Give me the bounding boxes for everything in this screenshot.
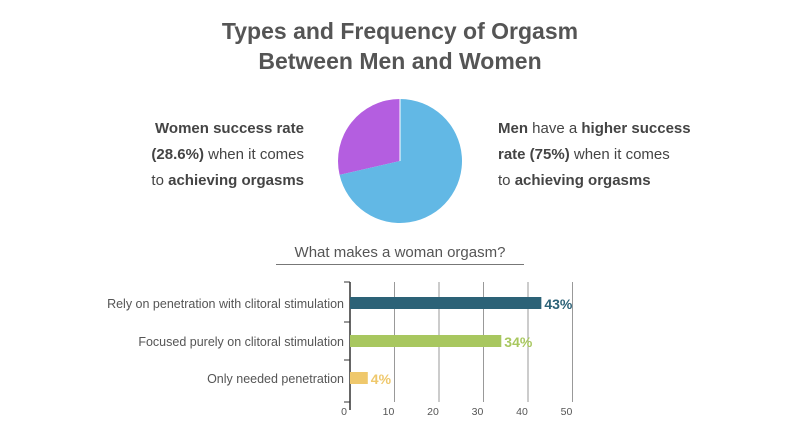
women-annotation-line-2: (28.6%) when it comes [94, 142, 304, 168]
x-tick-label: 0 [341, 406, 347, 418]
bar [350, 297, 542, 309]
chart-title: Types and Frequency of Orgasm Between Me… [0, 16, 800, 76]
pie-chart [338, 99, 463, 223]
women-annotation-text-3: to [151, 172, 169, 189]
bar-category-label: Rely on penetration with clitoral stimul… [107, 297, 344, 311]
bar-value-label: 4% [371, 371, 392, 387]
chart-title-line-1: Types and Frequency of Orgasm [221, 18, 579, 44]
bar-chart: Rely on penetration with clitoral stimul… [107, 281, 573, 418]
women-annotation-line-3: to achieving orgasms [94, 168, 304, 194]
bar-category-label: Focused purely on clitoral stimulation [138, 335, 344, 349]
women-annotation-bold-3: achieving orgasms [168, 172, 304, 189]
bar-chart-title: What makes a woman orgasm? [276, 244, 524, 265]
bar [350, 335, 502, 347]
women-annotation: Women success rate (28.6%) when it comes… [94, 116, 304, 194]
men-annotation-text-2: when it comes [569, 146, 670, 163]
men-annotation-text-1: have a [528, 120, 582, 137]
men-annotation-bold-1: Men [498, 120, 528, 137]
women-annotation-line-1: Women success rate [94, 116, 304, 142]
x-tick-label: 20 [427, 406, 439, 418]
x-tick-label: 40 [516, 406, 528, 418]
men-annotation-text-3: to [498, 172, 515, 189]
men-annotation-line-2: rate (75%) when it comes [498, 142, 728, 168]
men-annotation-line-3: to achieving orgasms [498, 168, 728, 194]
men-annotation-bold-1b: higher success [581, 120, 691, 137]
x-tick-label: 50 [561, 406, 573, 418]
bar [350, 372, 368, 384]
bar-value-label: 43% [544, 296, 573, 312]
men-annotation-bold-3: achieving orgasms [514, 172, 651, 189]
pie-slice [339, 99, 463, 223]
x-tick-label: 10 [383, 406, 395, 418]
men-annotation-bold-2: rate (75%) [498, 146, 570, 163]
chart-title-line-2: Between Men and Women [258, 48, 542, 74]
bar-value-label: 34% [504, 334, 533, 350]
women-annotation-bold-1: Women success rate [155, 120, 304, 137]
pie-slice [338, 99, 400, 175]
men-annotation-line-1: Men have a higher success [498, 116, 728, 142]
women-annotation-text-2: when it comes [203, 146, 304, 163]
bar-category-label: Only needed penetration [207, 372, 344, 386]
x-tick-label: 30 [472, 406, 484, 418]
men-annotation: Men have a higher success rate (75%) whe… [498, 116, 728, 194]
women-annotation-bold-2: (28.6%) [151, 146, 204, 163]
